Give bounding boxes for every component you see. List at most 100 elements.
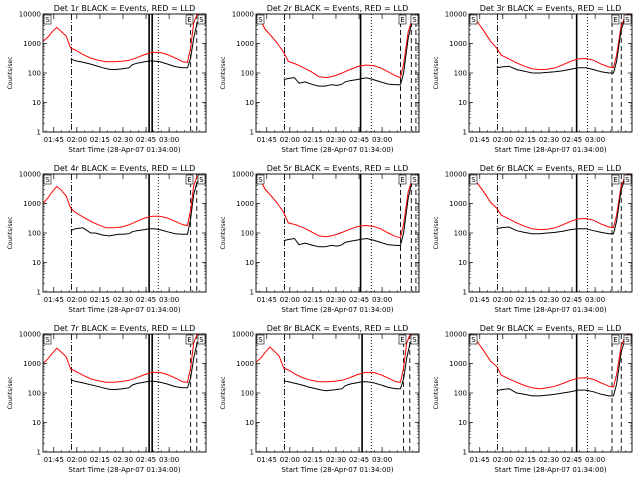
y-tick-label: 10 xyxy=(245,259,254,267)
lld-series-line xyxy=(256,174,419,239)
y-tick-label: 10000 xyxy=(232,331,254,339)
marker-label: S xyxy=(412,16,417,24)
y-tick-label: 10 xyxy=(458,419,467,427)
y-tick-label: 10000 xyxy=(19,331,41,339)
plot-panel-2: Det 2r BLACK = Events, RED = LLD Counts/s… xyxy=(220,4,420,154)
x-tick-label: 02:30 xyxy=(113,456,133,464)
y-tick-label: 10 xyxy=(245,419,254,427)
marker-box xyxy=(256,174,265,185)
y-tick-label: 100 xyxy=(241,230,254,238)
marker-box xyxy=(398,334,407,345)
plot-title: Det 6r BLACK = Events, RED = LLD xyxy=(480,164,622,173)
y-tick-label: 10 xyxy=(32,99,41,107)
plot-frame xyxy=(42,173,207,293)
y-tick-label: 100 xyxy=(28,70,41,78)
x-tick-label: 02:30 xyxy=(113,136,133,144)
x-tick-label: 02:45 xyxy=(349,136,369,144)
x-axis-label: Start Time (28-Apr-07 01:34:00) xyxy=(281,466,393,474)
x-tick-label: 02:15 xyxy=(516,296,536,304)
marker-label: S xyxy=(199,336,204,344)
plot-frame xyxy=(255,333,420,453)
y-tick-label: 10 xyxy=(458,259,467,267)
x-tick-label: 02:15 xyxy=(303,296,323,304)
marker-label: S xyxy=(412,176,417,184)
marker-label: S xyxy=(199,176,204,184)
x-tick-label: 01:45 xyxy=(470,456,490,464)
marker-label: S xyxy=(45,336,50,344)
marker-box xyxy=(256,334,265,345)
lld-series-line xyxy=(43,174,206,229)
marker-label: S xyxy=(471,336,476,344)
y-tick-label: 1 xyxy=(250,449,254,457)
x-tick-label: 02:30 xyxy=(113,296,133,304)
lld-series-line xyxy=(43,14,200,63)
plot-title: Det 3r BLACK = Events, RED = LLD xyxy=(480,4,622,13)
y-tick-label: 1 xyxy=(463,129,467,137)
plot-title: Det 5r BLACK = Events, RED = LLD xyxy=(267,164,409,173)
marker-label: S xyxy=(625,176,630,184)
marker-label: E xyxy=(613,16,617,24)
y-tick-label: 1 xyxy=(463,289,467,297)
marker-label: S xyxy=(199,16,204,24)
x-tick-label: 02:00 xyxy=(67,296,87,304)
y-tick-label: 10000 xyxy=(445,331,467,339)
x-tick-label: 02:00 xyxy=(280,296,300,304)
x-axis-label: Start Time (28-Apr-07 01:34:00) xyxy=(68,466,180,474)
x-tick-label: 01:45 xyxy=(44,456,64,464)
lld-series-line xyxy=(43,334,200,383)
x-tick-label: 03:00 xyxy=(585,136,605,144)
plot-panel-3: Det 3r BLACK = Events, RED = LLD Counts/s… xyxy=(433,4,633,154)
plot-frame xyxy=(255,13,420,133)
marker-box xyxy=(185,14,194,25)
y-axis-label: Counts/sec xyxy=(220,56,227,89)
events-series-line xyxy=(283,14,419,87)
x-tick-label: 02:00 xyxy=(280,456,300,464)
x-tick-label: 02:30 xyxy=(539,136,559,144)
events-series-line xyxy=(496,14,632,74)
y-axis-label: Counts/sec xyxy=(433,56,440,89)
x-tick-label: 02:30 xyxy=(326,296,346,304)
x-axis-label: Start Time (28-Apr-07 01:34:00) xyxy=(281,146,393,154)
marker-box xyxy=(469,334,478,345)
y-axis-label: Counts/sec xyxy=(220,216,227,249)
marker-box xyxy=(410,14,419,25)
marker-label: S xyxy=(45,16,50,24)
plot-title: Det 2r BLACK = Events, RED = LLD xyxy=(267,4,409,13)
events-series-line xyxy=(283,174,419,248)
marker-box xyxy=(469,174,478,185)
marker-label: S xyxy=(258,16,263,24)
x-tick-label: 02:15 xyxy=(90,136,110,144)
marker-label: S xyxy=(45,176,50,184)
x-tick-label: 02:15 xyxy=(90,296,110,304)
plot-frame xyxy=(468,333,633,453)
y-tick-label: 1000 xyxy=(449,40,467,48)
x-tick-label: 03:00 xyxy=(159,456,179,464)
x-tick-label: 02:00 xyxy=(67,456,87,464)
y-tick-label: 1000 xyxy=(236,200,254,208)
x-tick-label: 02:00 xyxy=(280,136,300,144)
x-tick-label: 01:45 xyxy=(44,136,64,144)
marker-box xyxy=(611,14,620,25)
marker-label: S xyxy=(471,176,476,184)
marker-label: E xyxy=(400,16,404,24)
x-tick-label: 02:15 xyxy=(516,136,536,144)
marker-label: S xyxy=(625,16,630,24)
x-axis-label: Start Time (28-Apr-07 01:34:00) xyxy=(68,306,180,314)
x-tick-label: 01:45 xyxy=(257,136,277,144)
x-tick-label: 02:00 xyxy=(493,296,513,304)
y-tick-label: 1000 xyxy=(23,200,41,208)
plot-title: Det 1r BLACK = Events, RED = LLD xyxy=(54,4,196,13)
x-axis-label: Start Time (28-Apr-07 01:34:00) xyxy=(68,146,180,154)
marker-box xyxy=(197,174,206,185)
y-tick-label: 100 xyxy=(28,390,41,398)
marker-box xyxy=(197,14,206,25)
y-tick-label: 10 xyxy=(32,259,41,267)
x-tick-label: 03:00 xyxy=(372,296,392,304)
y-axis-label: Counts/sec xyxy=(433,216,440,249)
marker-label: S xyxy=(412,336,417,344)
x-axis-label: Start Time (28-Apr-07 01:34:00) xyxy=(494,466,606,474)
y-tick-label: 1000 xyxy=(236,360,254,368)
lld-series-line xyxy=(256,334,413,383)
x-axis-label: Start Time (28-Apr-07 01:34:00) xyxy=(494,306,606,314)
